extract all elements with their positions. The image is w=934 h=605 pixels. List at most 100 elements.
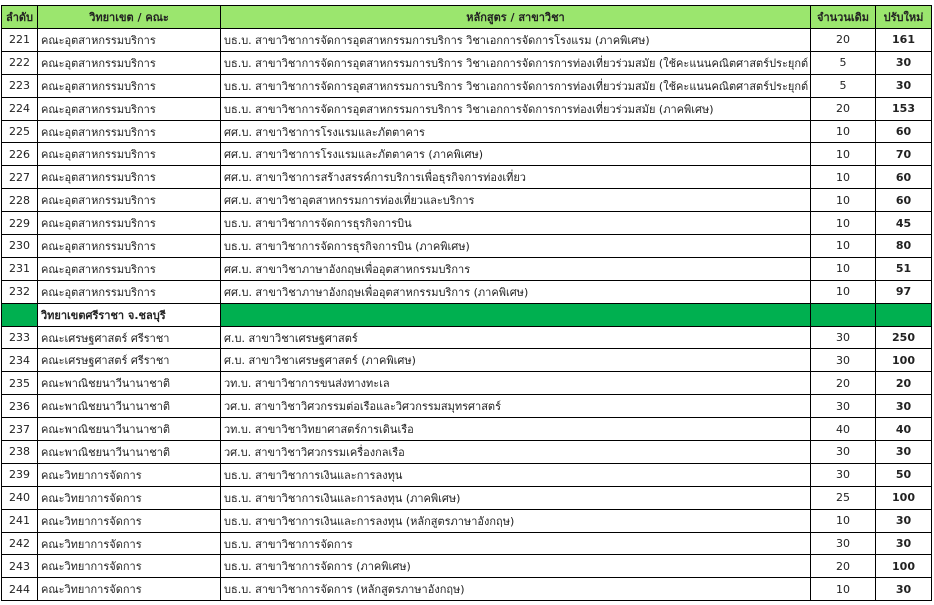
row-number: 228	[1, 188, 38, 213]
faculty-cell: คณะอุตสาหกรรมบริการ	[37, 165, 221, 190]
row-number: 235	[1, 371, 38, 396]
program-cell: ศศ.บ. สาขาวิชาการโรงแรมและภัตตาคาร (ภาคพ…	[220, 142, 811, 167]
table-row: 228 คณะอุตสาหกรรมบริการ ศศ.บ. สาขาวิชาอุตส…	[1, 188, 932, 213]
old-count-cell: 25	[810, 485, 876, 510]
table-row: 244 คณะวิทยาการจัดการ บธ.บ. สาขาวิชาการจัด…	[1, 577, 932, 602]
table-row: 233 คณะเศรษฐศาสตร์ ศรีราชา ศ.บ. สาขาวิชาเศ…	[1, 325, 932, 350]
row-number: 231	[1, 256, 38, 281]
table-row: 236 คณะพาณิชยนาวีนานาชาติ วศ.บ. สาขาวิชาวิ…	[1, 394, 932, 419]
program-cell: บธ.บ. สาขาวิชาการเงินและการลงทุน (หลักสู…	[220, 508, 811, 533]
program-cell: บธ.บ. สาขาวิชาการเงินและการลงทุน (ภาคพิเ…	[220, 485, 811, 510]
faculty-cell: คณะอุตสาหกรรมบริการ	[37, 28, 221, 52]
section-label: วิทยาเขตศรีราชา จ.ชลบุรี	[37, 302, 221, 327]
old-count-cell: 10	[810, 279, 876, 304]
new-count-cell: 30	[875, 50, 932, 75]
table-row: 238 คณะพาณิชยนาวีนานาชาติ วศ.บ. สาขาวิชาวิ…	[1, 440, 932, 464]
row-number: 244	[1, 577, 38, 602]
old-count-cell: 20	[810, 28, 876, 52]
old-count-cell: 20	[810, 96, 876, 121]
new-count-cell: 30	[875, 394, 932, 419]
table-row: 229 คณะอุตสาหกรรมบริการ บธ.บ. สาขาวิชาการจ…	[1, 211, 932, 236]
header-program: หลักสูตร / สาขาวิชา	[220, 5, 811, 29]
new-count-cell: 100	[875, 485, 932, 510]
faculty-cell: คณะอุตสาหกรรมบริการ	[37, 119, 221, 144]
table-row: 232 คณะอุตสาหกรรมบริการ ศศ.บ. สาขาวิชาภาษา…	[1, 279, 932, 304]
table-row: 239 คณะวิทยาการจัดการ บธ.บ. สาขาวิชาการเงิ…	[1, 462, 932, 487]
program-cell: ศศ.บ. สาขาวิชาการสร้างสรรค์การบริการเพื่…	[220, 165, 811, 190]
table-row: 243 คณะวิทยาการจัดการ บธ.บ. สาขาวิชาการจัด…	[1, 554, 932, 579]
new-count-cell: 51	[875, 256, 932, 281]
row-number: 226	[1, 142, 38, 167]
table-row: 223 คณะอุตสาหกรรมบริการ บธ.บ. สาขาวิชาการจ…	[1, 73, 932, 98]
section-spacer	[810, 302, 876, 327]
new-count-cell: 30	[875, 531, 932, 556]
table-row: 237 คณะพาณิชยนาวีนานาชาติ วท.บ. สาขาวิชาวิ…	[1, 417, 932, 442]
new-count-cell: 100	[875, 554, 932, 579]
program-cell: วศ.บ. สาขาวิชาวิศวกรรมต่อเรือและวิศวกรรม…	[220, 394, 811, 419]
old-count-cell: 10	[810, 142, 876, 167]
faculty-cell: คณะพาณิชยนาวีนานาชาติ	[37, 440, 221, 464]
program-cell: บธ.บ. สาขาวิชาการจัดการอุตสาหกรรมการบริก…	[220, 73, 811, 98]
header-old-count: จำนวนเดิม	[810, 5, 876, 29]
program-cell: ศศ.บ. สาขาวิชาภาษาอังกฤษเพื่ออุตสาหกรรมบ…	[220, 279, 811, 304]
table-row: 227 คณะอุตสาหกรรมบริการ ศศ.บ. สาขาวิชาการส…	[1, 165, 932, 190]
header-faculty: วิทยาเขต / คณะ	[37, 5, 221, 29]
program-cell: ศศ.บ. สาขาวิชาอุตสาหกรรมการท่องเที่ยวและ…	[220, 188, 811, 213]
row-number: 230	[1, 234, 38, 258]
new-count-cell: 20	[875, 371, 932, 396]
row-number: 242	[1, 531, 38, 556]
old-count-cell: 40	[810, 417, 876, 442]
program-cell: วท.บ. สาขาวิชาการขนส่งทางทะเล	[220, 371, 811, 396]
row-number: 223	[1, 73, 38, 98]
old-count-cell: 30	[810, 462, 876, 487]
table-row: 226 คณะอุตสาหกรรมบริการ ศศ.บ. สาขาวิชาการโ…	[1, 142, 932, 167]
new-count-cell: 30	[875, 508, 932, 533]
new-count-cell: 50	[875, 462, 932, 487]
table-row: 225 คณะอุตสาหกรรมบริการ ศศ.บ. สาขาวิชาการโ…	[1, 119, 932, 144]
old-count-cell: 10	[810, 165, 876, 190]
faculty-cell: คณะพาณิชยนาวีนานาชาติ	[37, 417, 221, 442]
faculty-cell: คณะพาณิชยนาวีนานาชาติ	[37, 371, 221, 396]
faculty-cell: คณะอุตสาหกรรมบริการ	[37, 50, 221, 75]
program-cell: บธ.บ. สาขาวิชาการจัดการ	[220, 531, 811, 556]
faculty-cell: คณะเศรษฐศาสตร์ ศรีราชา	[37, 325, 221, 350]
program-cell: ศ.บ. สาขาวิชาเศรษฐศาสตร์ (ภาคพิเศษ)	[220, 348, 811, 373]
section-row: วิทยาเขตศรีราชา จ.ชลบุรี	[1, 302, 932, 327]
faculty-cell: คณะอุตสาหกรรมบริการ	[37, 73, 221, 98]
table-row: 240 คณะวิทยาการจัดการ บธ.บ. สาขาวิชาการเงิ…	[1, 485, 932, 510]
row-number: 232	[1, 279, 38, 304]
new-count-cell: 153	[875, 96, 932, 121]
program-cell: บธ.บ. สาขาวิชาการจัดการ (ภาคพิเศษ)	[220, 554, 811, 579]
old-count-cell: 10	[810, 211, 876, 236]
table-row: 230 คณะอุตสาหกรรมบริการ บธ.บ. สาขาวิชาการจ…	[1, 234, 932, 258]
new-count-cell: 100	[875, 348, 932, 373]
new-count-cell: 30	[875, 440, 932, 464]
table-row: 224 คณะอุตสาหกรรมบริการ บธ.บ. สาขาวิชาการจ…	[1, 96, 932, 121]
header-new-count: ปรับใหม่	[875, 5, 932, 29]
program-cell: ศศ.บ. สาขาวิชาภาษาอังกฤษเพื่ออุตสาหกรรมบ…	[220, 256, 811, 281]
row-number: 239	[1, 462, 38, 487]
new-count-cell: 40	[875, 417, 932, 442]
program-cell: บธ.บ. สาขาวิชาการจัดการอุตสาหกรรมการบริก…	[220, 28, 811, 52]
program-cell: ศ.บ. สาขาวิชาเศรษฐศาสตร์	[220, 325, 811, 350]
row-number: 234	[1, 348, 38, 373]
row-number: 224	[1, 96, 38, 121]
old-count-cell: 10	[810, 119, 876, 144]
faculty-cell: คณะอุตสาหกรรมบริการ	[37, 211, 221, 236]
old-count-cell: 10	[810, 508, 876, 533]
old-count-cell: 30	[810, 348, 876, 373]
faculty-cell: คณะวิทยาการจัดการ	[37, 531, 221, 556]
row-number: 240	[1, 485, 38, 510]
old-count-cell: 10	[810, 577, 876, 602]
program-cell: บธ.บ. สาขาวิชาการจัดการอุตสาหกรรมการบริก…	[220, 50, 811, 75]
old-count-cell: 30	[810, 531, 876, 556]
program-cell: บธ.บ. สาขาวิชาการจัดการ (หลักสูตรภาษาอัง…	[220, 577, 811, 602]
new-count-cell: 250	[875, 325, 932, 350]
faculty-cell: คณะเศรษฐศาสตร์ ศรีราชา	[37, 348, 221, 373]
faculty-cell: คณะอุตสาหกรรมบริการ	[37, 188, 221, 213]
new-count-cell: 60	[875, 119, 932, 144]
faculty-cell: คณะอุตสาหกรรมบริการ	[37, 279, 221, 304]
program-cell: วท.บ. สาขาวิชาวิทยาศาสตร์การเดินเรือ	[220, 417, 811, 442]
faculty-cell: คณะวิทยาการจัดการ	[37, 577, 221, 602]
row-number: 227	[1, 165, 38, 190]
